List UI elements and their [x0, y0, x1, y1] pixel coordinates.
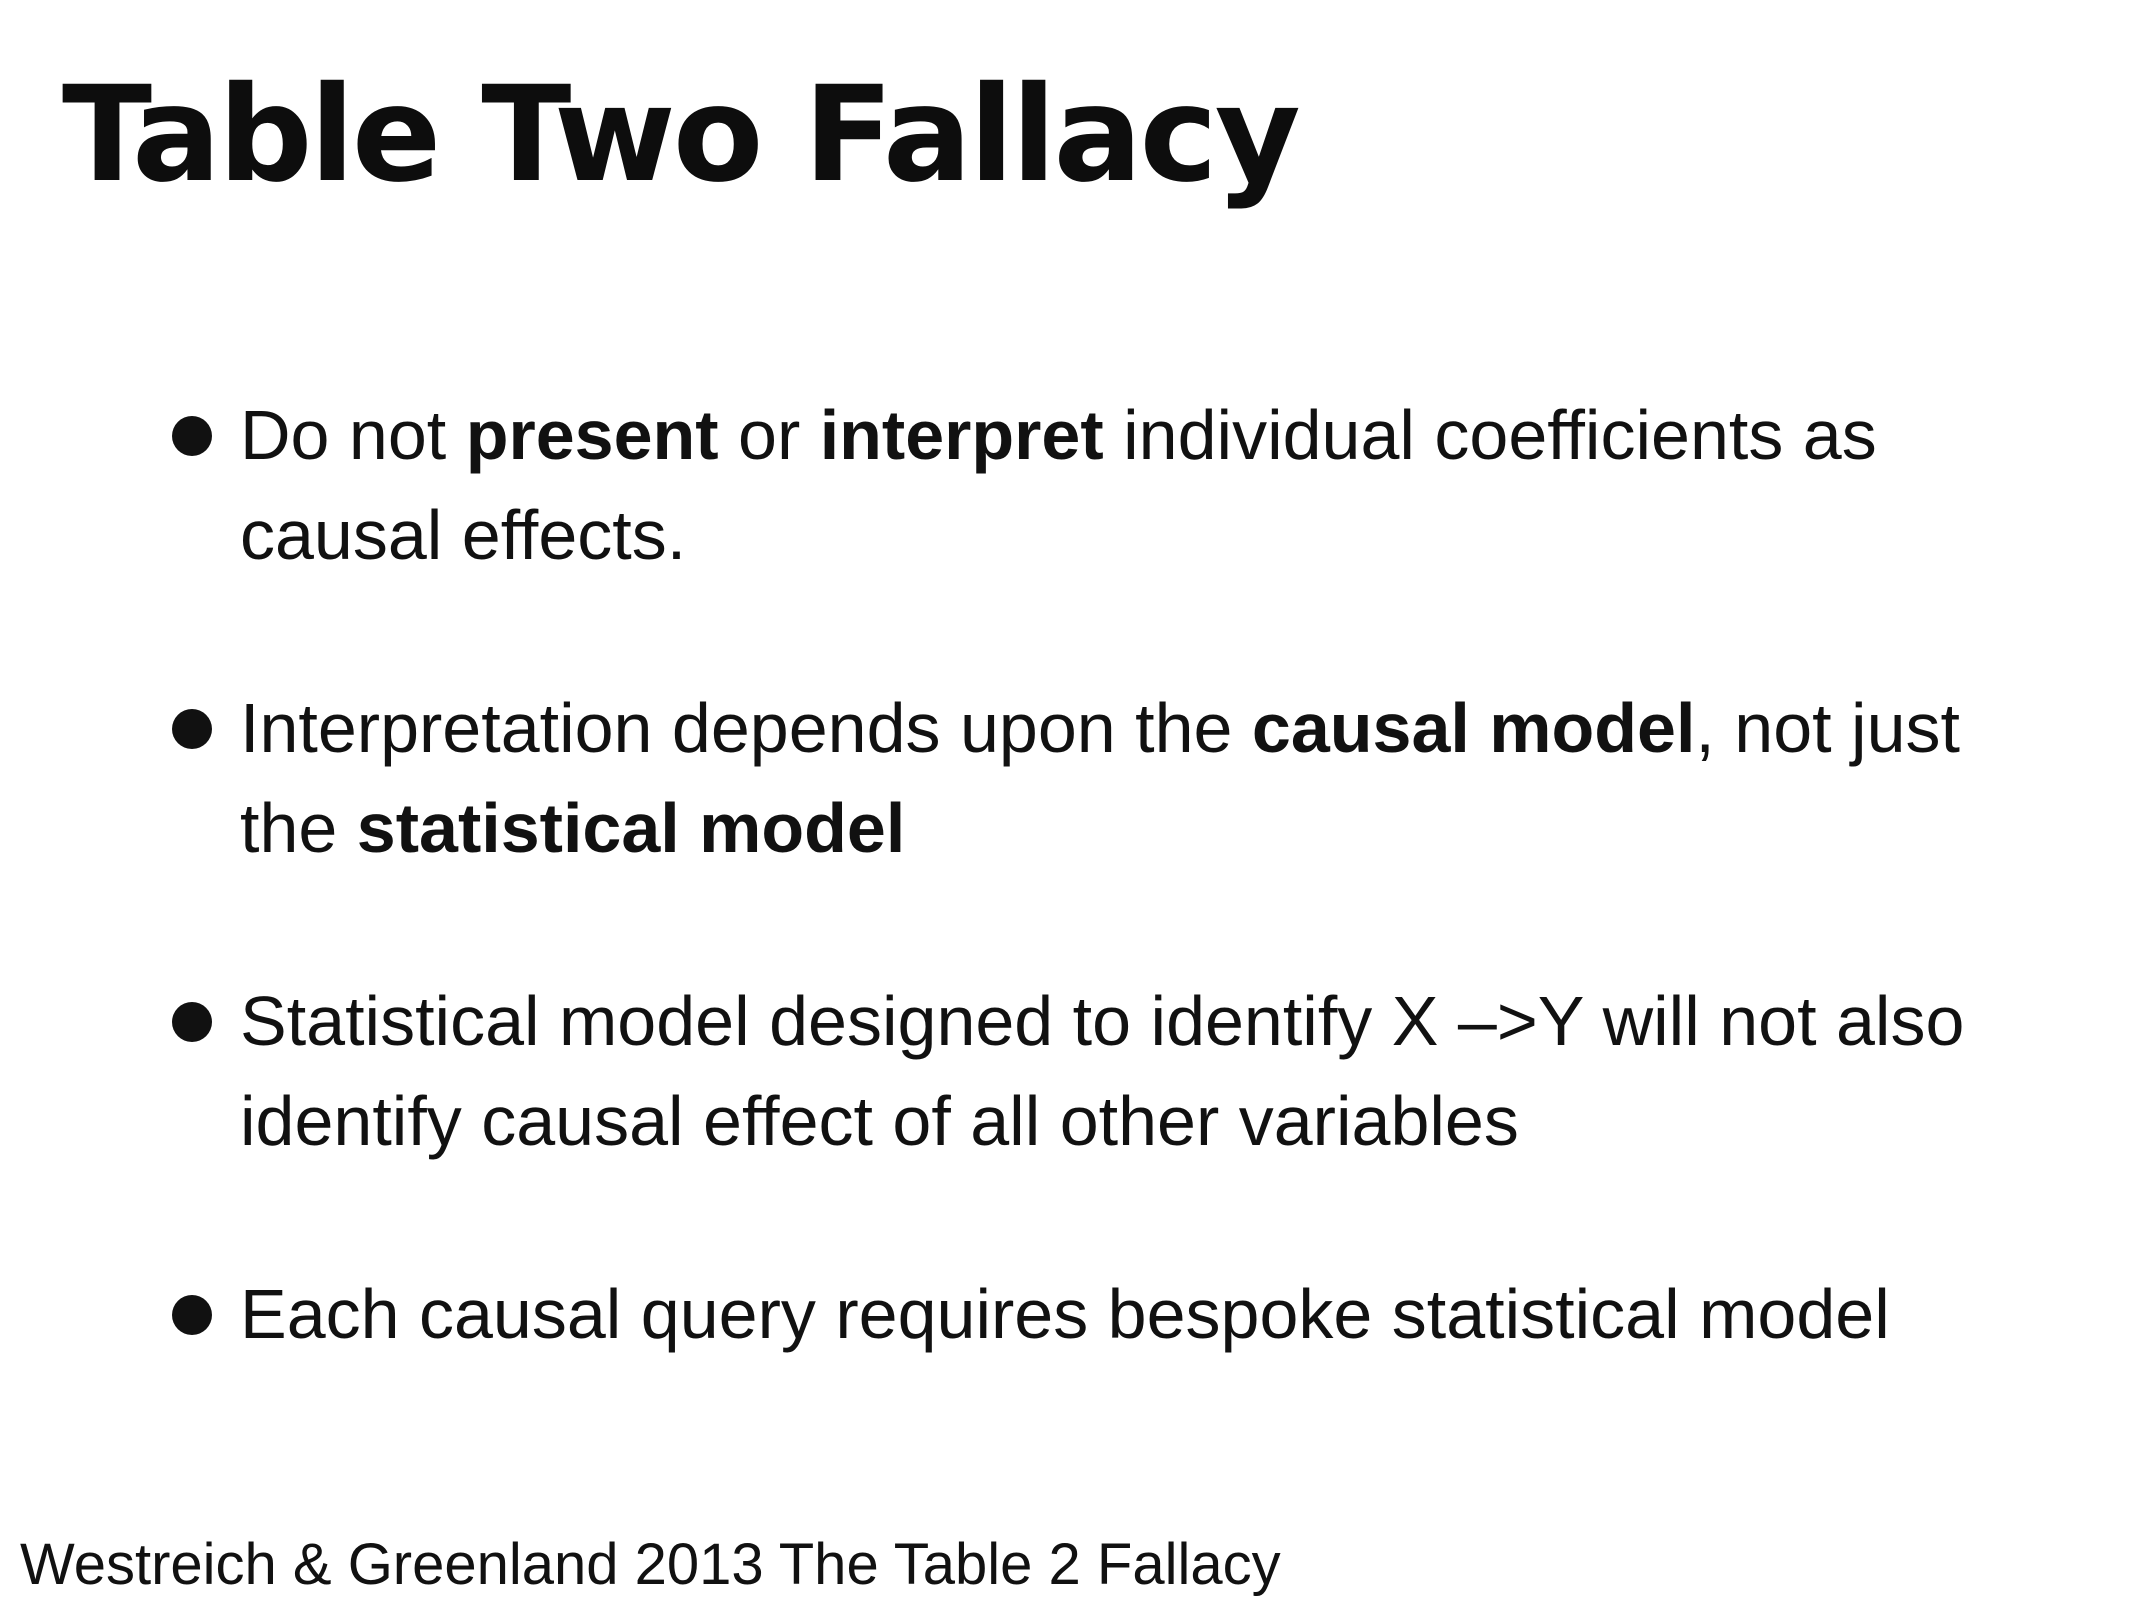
bullet-item: Interpretation depends upon the causal m…: [0, 678, 2020, 878]
bullet-emphasis: present: [465, 396, 719, 474]
bullet-item: Each causal query requires bespoke stati…: [0, 1264, 2020, 1364]
bullet-dot-icon: [172, 709, 212, 749]
bullet-dot-icon: [172, 1002, 212, 1042]
slide-title: Table Two Fallacy: [62, 58, 1301, 212]
bullet-emphasis: interpret: [819, 396, 1104, 474]
bullet-text: Statistical model designed to identify X…: [240, 982, 1965, 1160]
bullet-item: Do not present or interpret individual c…: [0, 385, 2020, 585]
bullet-emphasis: statistical model: [356, 789, 906, 867]
bullet-text: Interpretation depends upon the: [240, 689, 1252, 767]
bullet-text: Each causal query requires bespoke stati…: [240, 1275, 1890, 1353]
bullet-text: , not just the: [240, 689, 1960, 867]
citation: Westreich & Greenland 2013 The Table 2 F…: [20, 1532, 1281, 1597]
bullet-emphasis: causal model: [1251, 689, 1696, 767]
bullet-list: Do not present or interpret individual c…: [0, 385, 2133, 1364]
bullet-dot-icon: [172, 1295, 212, 1335]
bullet-dot-icon: [172, 416, 212, 456]
bullet-text: or: [718, 396, 820, 474]
bullet-text: Do not: [240, 396, 466, 474]
bullet-item: Statistical model designed to identify X…: [0, 971, 2020, 1171]
bullet-text: individual coefficients as causal effect…: [240, 396, 1877, 574]
